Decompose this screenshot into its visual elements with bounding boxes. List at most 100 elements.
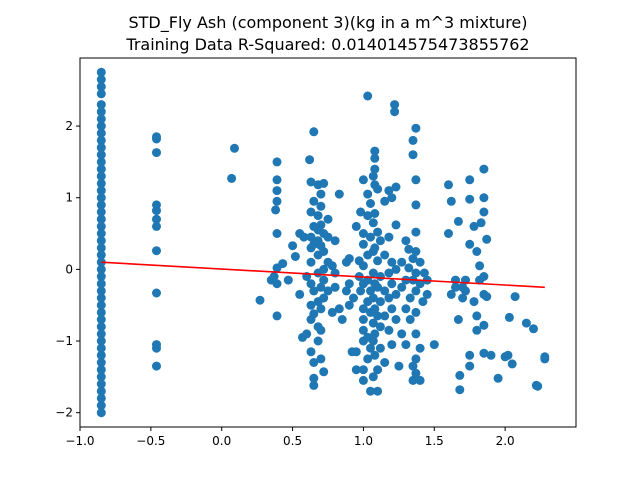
data-point-194 <box>370 329 380 339</box>
data-point-233 <box>397 329 407 339</box>
data-point-54 <box>152 221 161 231</box>
data-point-249 <box>411 175 421 185</box>
data-point-159 <box>358 315 368 324</box>
data-point-246 <box>408 361 418 371</box>
data-point-294 <box>476 218 486 228</box>
data-point-267 <box>429 340 439 350</box>
data-point-271 <box>446 289 456 299</box>
data-point-86 <box>306 207 316 217</box>
data-point-310 <box>510 292 520 302</box>
data-point-301 <box>479 348 489 358</box>
data-point-17 <box>96 193 106 203</box>
data-point-171 <box>363 354 373 364</box>
data-point-49 <box>152 134 161 144</box>
data-point-290 <box>472 311 482 321</box>
data-point-146 <box>351 221 361 231</box>
chart-subtitle: Training Data R-Squared: 0.0140145754738… <box>125 35 529 54</box>
data-point-142 <box>344 279 354 289</box>
data-point-281 <box>461 286 470 296</box>
data-point-268 <box>444 180 453 190</box>
data-point-228 <box>391 289 401 299</box>
data-point-75 <box>283 275 293 285</box>
y-tick-label-2: 0 <box>65 262 73 276</box>
data-point-158 <box>358 304 368 314</box>
data-point-190 <box>370 209 380 218</box>
data-point-98 <box>309 286 319 296</box>
data-point-147 <box>351 365 361 375</box>
data-point-45 <box>96 393 106 403</box>
data-point-217 <box>384 325 394 335</box>
data-point-9 <box>96 135 106 145</box>
data-point-27 <box>96 264 106 274</box>
data-point-213 <box>384 186 394 196</box>
data-point-28 <box>96 272 106 281</box>
data-point-29 <box>96 279 106 289</box>
data-point-91 <box>306 300 316 310</box>
data-point-283 <box>465 194 475 204</box>
data-point-104 <box>313 211 323 221</box>
data-point-241 <box>405 315 415 324</box>
data-point-197 <box>373 227 383 237</box>
x-tick-label-4: 1.0 <box>354 434 373 448</box>
data-point-52 <box>152 206 161 216</box>
data-point-201 <box>373 365 383 375</box>
data-point-66 <box>272 157 282 167</box>
data-point-308 <box>504 312 514 322</box>
data-point-143 <box>344 300 354 310</box>
data-point-59 <box>152 361 161 371</box>
data-point-183 <box>368 318 378 328</box>
data-point-8 <box>96 128 106 138</box>
regression-line <box>101 261 545 289</box>
x-axis: −1.0 −0.5 0.0 0.5 1.0 1.5 2.0 <box>65 427 515 448</box>
data-point-77 <box>290 252 300 261</box>
y-axis: −2 −1 0 1 2 <box>55 119 80 420</box>
data-point-135 <box>330 282 340 292</box>
data-point-13 <box>96 164 106 174</box>
data-point-31 <box>96 293 106 303</box>
data-point-0 <box>96 67 106 77</box>
data-point-162 <box>358 365 368 375</box>
data-point-202 <box>373 386 383 396</box>
data-point-274 <box>453 216 463 226</box>
data-point-255 <box>411 307 421 317</box>
data-point-210 <box>380 286 390 296</box>
data-point-3 <box>96 89 106 99</box>
data-point-21 <box>96 221 106 231</box>
x-tick-label-3: 0.5 <box>283 434 302 448</box>
data-point-152 <box>356 207 366 217</box>
data-point-47 <box>96 408 106 418</box>
data-point-307 <box>503 350 513 360</box>
data-point-141 <box>344 254 354 264</box>
data-point-148 <box>351 347 361 357</box>
data-point-33 <box>96 307 106 317</box>
data-point-279 <box>458 293 468 303</box>
data-point-253 <box>411 268 421 278</box>
data-point-234 <box>401 236 411 246</box>
x-tick-label-5: 1.5 <box>425 434 444 448</box>
data-point-95 <box>309 196 319 206</box>
data-point-182 <box>368 293 378 303</box>
data-point-244 <box>408 254 418 264</box>
data-point-112 <box>316 189 326 199</box>
data-point-16 <box>96 186 106 196</box>
data-point-85 <box>306 177 316 187</box>
data-point-156 <box>358 261 368 271</box>
data-point-269 <box>444 229 453 238</box>
data-point-163 <box>358 375 368 385</box>
data-point-138 <box>337 315 347 324</box>
plot-frame <box>79 57 577 428</box>
data-point-277 <box>455 385 465 395</box>
data-point-4 <box>96 100 106 110</box>
data-point-230 <box>394 361 404 371</box>
data-point-58 <box>152 343 161 353</box>
data-point-250 <box>411 200 421 210</box>
data-point-224 <box>390 107 400 117</box>
data-point-239 <box>404 263 414 273</box>
data-point-137 <box>334 304 344 314</box>
data-point-216 <box>384 293 394 303</box>
data-point-231 <box>397 257 407 267</box>
data-point-229 <box>391 315 401 324</box>
data-point-243 <box>408 150 418 160</box>
data-point-70 <box>272 229 282 238</box>
data-point-127 <box>323 214 333 224</box>
